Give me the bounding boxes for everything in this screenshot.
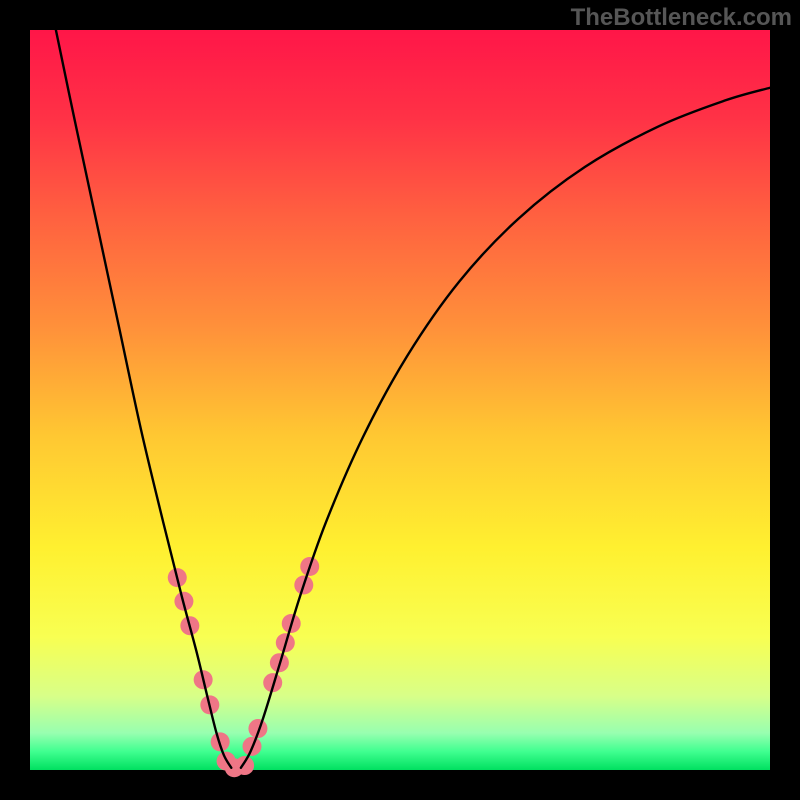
chart-container: TheBottleneck.com bbox=[0, 0, 800, 800]
highlight-marker bbox=[235, 756, 254, 775]
bottleneck-curve-chart bbox=[0, 0, 800, 800]
source-watermark: TheBottleneck.com bbox=[571, 4, 792, 32]
plot-background-gradient bbox=[30, 30, 770, 770]
